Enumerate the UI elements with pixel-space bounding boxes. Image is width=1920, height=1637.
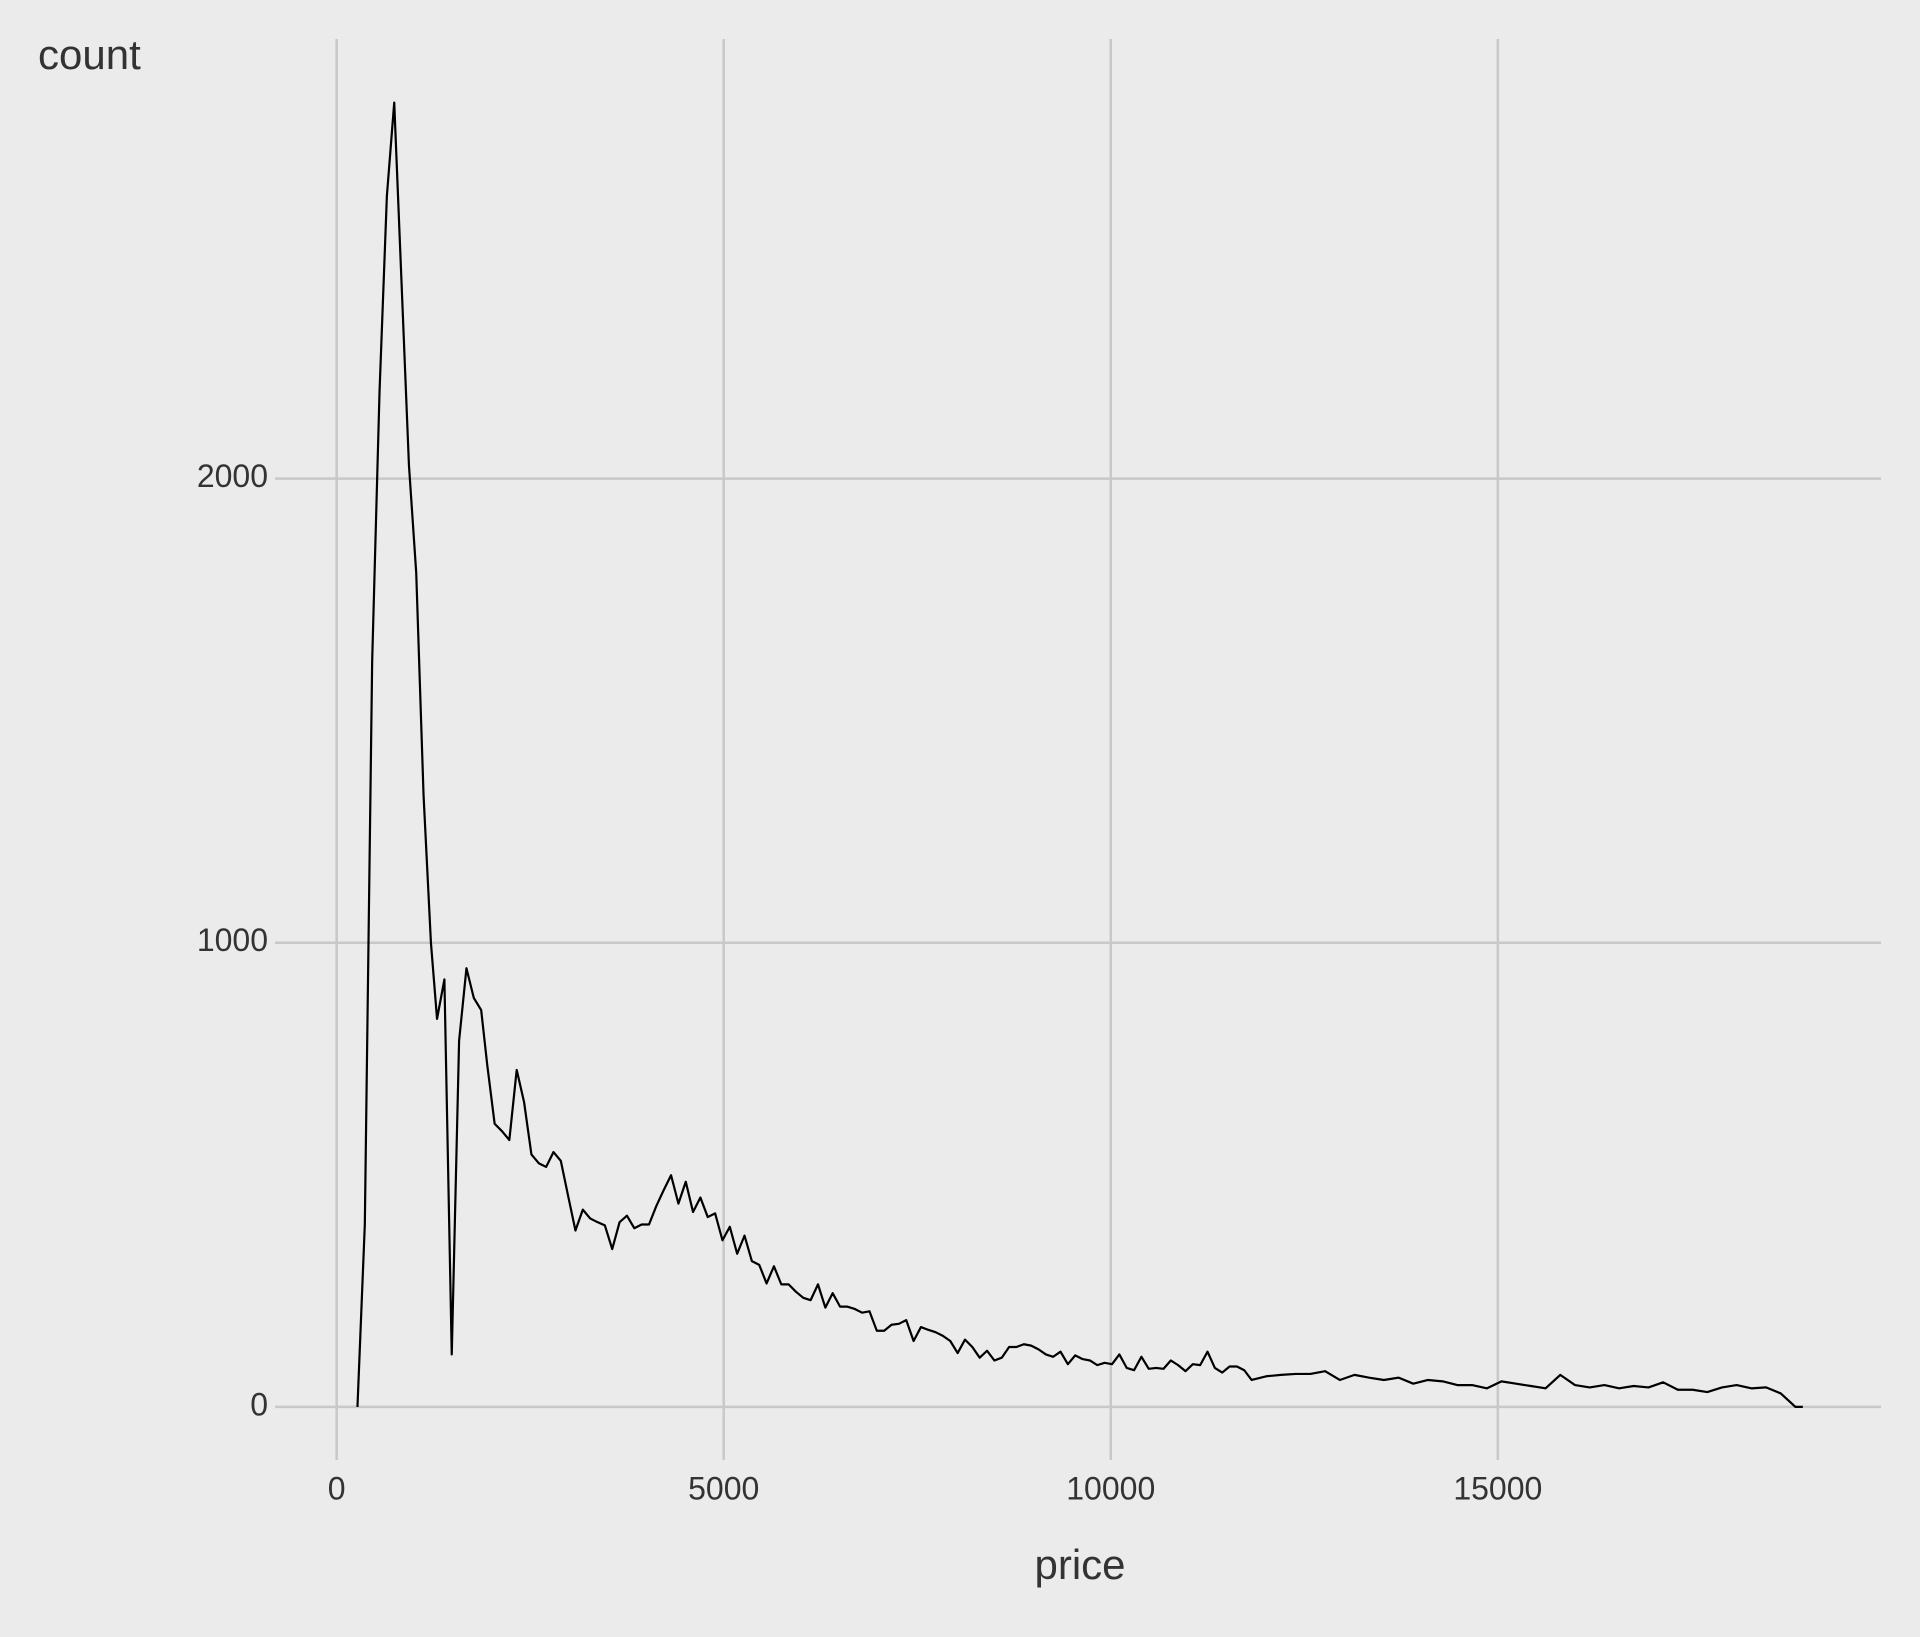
y-tick-label: 1000 (197, 922, 268, 958)
line (356, 101, 1803, 1408)
x-tick-label: 15000 (1453, 1470, 1542, 1506)
x-tick-label: 10000 (1066, 1470, 1155, 1506)
x-tick-label: 0 (328, 1470, 346, 1506)
x-axis-title: price (1034, 1541, 1125, 1588)
y-axis-title: count (38, 31, 141, 78)
y-tick-label: 2000 (197, 458, 268, 494)
x-tick-label: 5000 (688, 1470, 759, 1506)
y-tick-label: 0 (250, 1386, 268, 1422)
